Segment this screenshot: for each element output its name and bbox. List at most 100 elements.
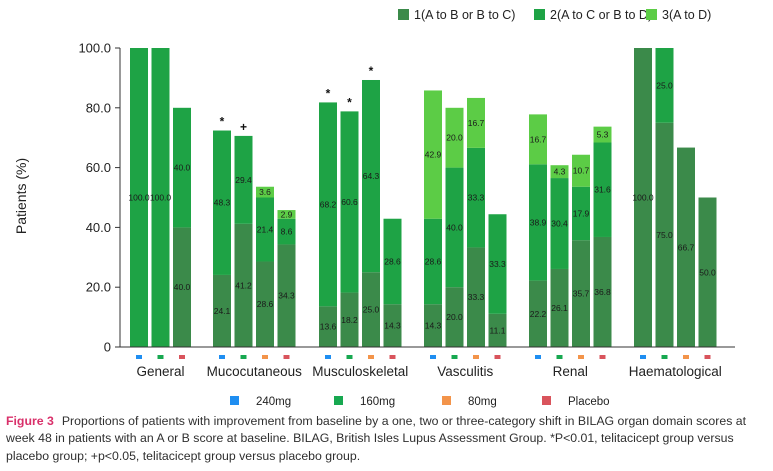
bar-segment [234, 223, 253, 347]
legend-label: 160mg [360, 396, 395, 408]
data-label: 24.1 [214, 306, 231, 316]
data-label: 13.6 [320, 322, 337, 332]
bar-segment [550, 178, 569, 269]
data-label: 16.7 [530, 134, 547, 144]
data-label: 8.6 [281, 227, 293, 237]
y-axis: 0 20.0 40.0 60.0 80.0 100.0 [78, 41, 121, 355]
legend-swatch [442, 396, 451, 405]
stacked-bar-chart: 1(A to B or B to C) 2(A to C or B to D) 3(… [13, 8, 735, 408]
data-label: 60.6 [341, 197, 358, 207]
significance-marker: * [220, 115, 225, 129]
data-label: 40.0 [174, 282, 191, 292]
bar-segment [529, 280, 547, 347]
legend-swatch [230, 396, 239, 405]
data-label: 33.3 [489, 259, 506, 269]
significance-marker: * [326, 86, 331, 100]
y-axis-label: Patients (%) [13, 158, 29, 234]
bar-segment [213, 130, 231, 275]
legend-swatch [534, 9, 545, 20]
bar-segment [277, 244, 296, 347]
y-tick-label: 0 [104, 340, 111, 355]
significance-marker: * [369, 64, 374, 78]
data-label: 42.9 [425, 150, 442, 160]
caption-text: Proportions of patients with improvement… [6, 414, 747, 463]
data-label: 25.0 [363, 305, 380, 315]
bar-segment [130, 48, 148, 347]
legend-label: 240mg [256, 396, 291, 408]
bar-segment [550, 268, 569, 347]
data-label: 31.6 [594, 185, 611, 195]
bar-segment [173, 107, 191, 228]
dose-marker [430, 355, 436, 359]
data-label: 48.3 [214, 198, 231, 208]
dose-marker [346, 355, 353, 359]
x-category-label: Musculoskeletal [312, 364, 408, 379]
dose-marker [494, 355, 501, 359]
data-label: 33.3 [468, 193, 485, 203]
bar-segment [340, 111, 359, 293]
data-label: 21.4 [257, 224, 274, 234]
data-label: 68.2 [320, 199, 337, 209]
dose-marker [219, 355, 225, 359]
legend-swatch [542, 396, 551, 405]
data-label: 64.3 [363, 171, 380, 181]
bar-segment [593, 236, 612, 347]
dose-marker [368, 355, 374, 359]
dose-marker [240, 355, 247, 359]
data-label: 30.4 [551, 219, 568, 229]
data-label: 29.4 [235, 175, 252, 185]
x-category-label: General [136, 364, 184, 379]
dose-marker [325, 355, 331, 359]
data-label: 14.3 [425, 321, 442, 331]
dose-marker [599, 355, 606, 359]
bar-segment [362, 272, 380, 347]
data-label: 100.0 [128, 193, 150, 203]
dose-marker [157, 355, 164, 359]
data-label: 18.2 [341, 315, 358, 325]
data-label: 28.6 [384, 256, 401, 266]
data-label: 14.3 [384, 321, 401, 331]
data-label: 4.3 [554, 167, 566, 177]
data-label: 26.1 [551, 303, 568, 313]
bars: 100.0 100.040.040.024.148.3*41.229.4+28.6… [128, 48, 717, 347]
data-label: 16.7 [468, 118, 485, 128]
bar-segment [277, 218, 296, 245]
bar-segment [256, 197, 274, 262]
data-label: 40.0 [446, 222, 463, 232]
dose-marker [556, 355, 563, 359]
data-label: 20.0 [446, 312, 463, 322]
x-category-label: Haematological [629, 364, 722, 379]
dose-marker [451, 355, 458, 359]
data-label: 100.0 [632, 193, 654, 203]
bar-segment [677, 147, 695, 347]
bar-segment [319, 306, 337, 347]
bar-segment [362, 79, 380, 273]
data-label: 22.2 [530, 309, 547, 319]
bar-segment [698, 197, 717, 347]
data-label: 28.6 [257, 299, 274, 309]
bar-segment [234, 135, 253, 224]
legend-swatch [398, 9, 409, 20]
data-label: 100.0 [150, 193, 172, 203]
bar-segment [488, 313, 507, 347]
caption-label: Figure 3 [6, 414, 54, 428]
bar-segment [634, 48, 652, 347]
bar-segment [550, 165, 569, 179]
y-tick-label: 100.0 [78, 41, 111, 56]
data-label: 34.3 [278, 291, 295, 301]
bar-segment [340, 292, 359, 347]
dose-marker [283, 355, 290, 359]
bar-segment [256, 261, 274, 347]
significance-marker: + [240, 120, 247, 134]
dose-marker [262, 355, 268, 359]
legend-label: 1(A to B or B to C) [414, 8, 515, 22]
bar-segment [213, 274, 231, 347]
legend-label: 2(A to C or B to D) [550, 8, 652, 22]
dose-marker [640, 355, 646, 359]
legend-label: 80mg [468, 396, 497, 408]
data-label: 10.7 [573, 166, 590, 176]
bar-segment [173, 227, 191, 347]
dose-marker [661, 355, 668, 359]
x-category-label: Vasculitis [437, 364, 493, 379]
bar-segment [467, 97, 485, 148]
